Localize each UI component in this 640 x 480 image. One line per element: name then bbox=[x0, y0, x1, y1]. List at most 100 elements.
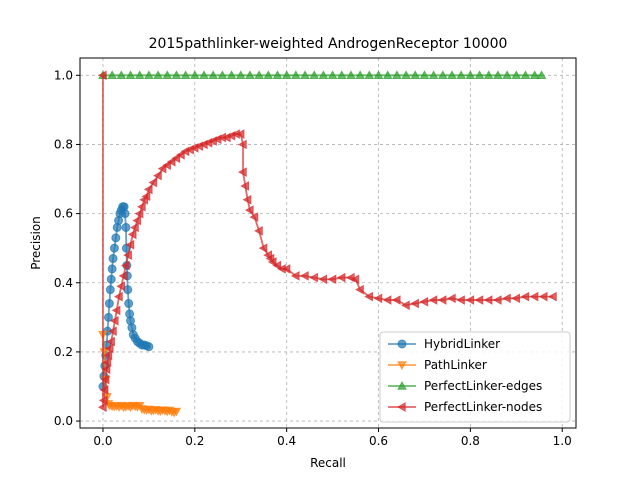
data-point bbox=[125, 70, 136, 79]
data-point bbox=[108, 254, 118, 264]
data-point bbox=[103, 350, 113, 361]
data-point bbox=[208, 70, 219, 79]
data-point bbox=[130, 222, 139, 233]
data-point bbox=[364, 70, 375, 79]
data-point bbox=[245, 70, 255, 79]
data-point bbox=[153, 70, 163, 79]
x-axis-label: Recall bbox=[310, 456, 346, 470]
data-point bbox=[166, 156, 176, 167]
data-point bbox=[536, 70, 547, 79]
data-point bbox=[483, 70, 494, 79]
data-point bbox=[120, 209, 130, 219]
data-point bbox=[106, 336, 115, 347]
data-point bbox=[538, 291, 548, 302]
chart-title: 2015pathlinker-weighted AndrogenReceptor… bbox=[149, 36, 508, 52]
data-point bbox=[511, 293, 520, 304]
data-point bbox=[401, 300, 410, 311]
data-point bbox=[109, 315, 119, 326]
legend-swatch-marker bbox=[397, 361, 407, 371]
data-point bbox=[401, 70, 411, 79]
legend-item: PerfectLinker-nodes bbox=[388, 400, 542, 414]
data-point bbox=[171, 407, 182, 417]
data-point bbox=[456, 70, 467, 79]
data-point bbox=[437, 295, 447, 305]
data-point bbox=[267, 257, 277, 267]
data-point bbox=[258, 243, 268, 254]
data-point bbox=[111, 233, 121, 243]
data-point bbox=[116, 70, 127, 79]
legend-swatch-marker bbox=[397, 380, 407, 390]
data-point bbox=[483, 295, 493, 305]
data-point bbox=[162, 70, 173, 79]
data-point bbox=[124, 299, 134, 309]
legend-item: HybridLinker bbox=[388, 337, 500, 351]
y-tick-label: 0.8 bbox=[54, 137, 73, 151]
y-tick-label: 0.0 bbox=[54, 414, 73, 428]
x-tick-label: 0.6 bbox=[369, 434, 388, 448]
data-point bbox=[103, 312, 113, 322]
data-point bbox=[144, 70, 154, 79]
data-point bbox=[373, 70, 384, 79]
data-point bbox=[171, 70, 182, 79]
data-point bbox=[456, 295, 465, 305]
data-point bbox=[254, 226, 263, 236]
data-point bbox=[141, 191, 151, 202]
data-point bbox=[382, 70, 393, 79]
data-point bbox=[281, 70, 292, 79]
data-point bbox=[235, 129, 245, 139]
data-point bbox=[98, 395, 108, 406]
data-point bbox=[272, 70, 283, 79]
data-point bbox=[180, 70, 191, 79]
data-point bbox=[249, 212, 259, 222]
data-point bbox=[520, 291, 530, 302]
data-point bbox=[355, 70, 365, 79]
data-point bbox=[153, 170, 162, 181]
data-point bbox=[127, 229, 137, 240]
data-point bbox=[199, 70, 209, 79]
legend: HybridLinker PathLinker PerfectLinker-edge… bbox=[379, 331, 571, 423]
data-point bbox=[346, 70, 356, 79]
plot-frame bbox=[79, 57, 577, 429]
legend-label: PerfectLinker-edges bbox=[424, 379, 542, 393]
data-point bbox=[97, 402, 107, 413]
data-point bbox=[548, 291, 557, 302]
data-point bbox=[120, 260, 130, 271]
data-point bbox=[309, 272, 318, 283]
data-point bbox=[502, 293, 511, 304]
data-point bbox=[428, 295, 438, 305]
data-point bbox=[100, 374, 110, 385]
data-point bbox=[355, 284, 364, 295]
data-point bbox=[493, 70, 503, 79]
data-point bbox=[114, 291, 123, 302]
data-point bbox=[189, 70, 200, 79]
data-point bbox=[104, 299, 114, 309]
data-point bbox=[143, 184, 153, 195]
x-tick-label: 0.0 bbox=[93, 434, 112, 448]
data-point bbox=[157, 163, 167, 174]
data-point bbox=[529, 70, 540, 79]
data-point bbox=[176, 149, 185, 160]
data-point bbox=[327, 274, 337, 285]
legend-label: PerfectLinker-nodes bbox=[424, 400, 542, 414]
data-point bbox=[101, 364, 111, 375]
data-point bbox=[132, 215, 142, 226]
data-point bbox=[300, 70, 310, 79]
data-point bbox=[437, 70, 448, 79]
legend-swatch-marker bbox=[396, 402, 406, 412]
data-point bbox=[309, 70, 320, 79]
data-point bbox=[300, 271, 309, 281]
data-point bbox=[263, 70, 274, 79]
data-point bbox=[240, 181, 250, 191]
data-point bbox=[108, 326, 117, 337]
data-point bbox=[99, 385, 109, 395]
x-tick-label: 0.2 bbox=[185, 434, 204, 448]
legend-swatch-marker bbox=[397, 339, 407, 349]
legend-item: PerfectLinker-edges bbox=[388, 379, 542, 393]
data-point bbox=[529, 291, 539, 302]
data-point bbox=[281, 264, 291, 274]
data-point bbox=[428, 70, 439, 79]
data-point bbox=[447, 70, 457, 79]
data-point bbox=[107, 70, 117, 79]
data-point bbox=[171, 153, 181, 164]
